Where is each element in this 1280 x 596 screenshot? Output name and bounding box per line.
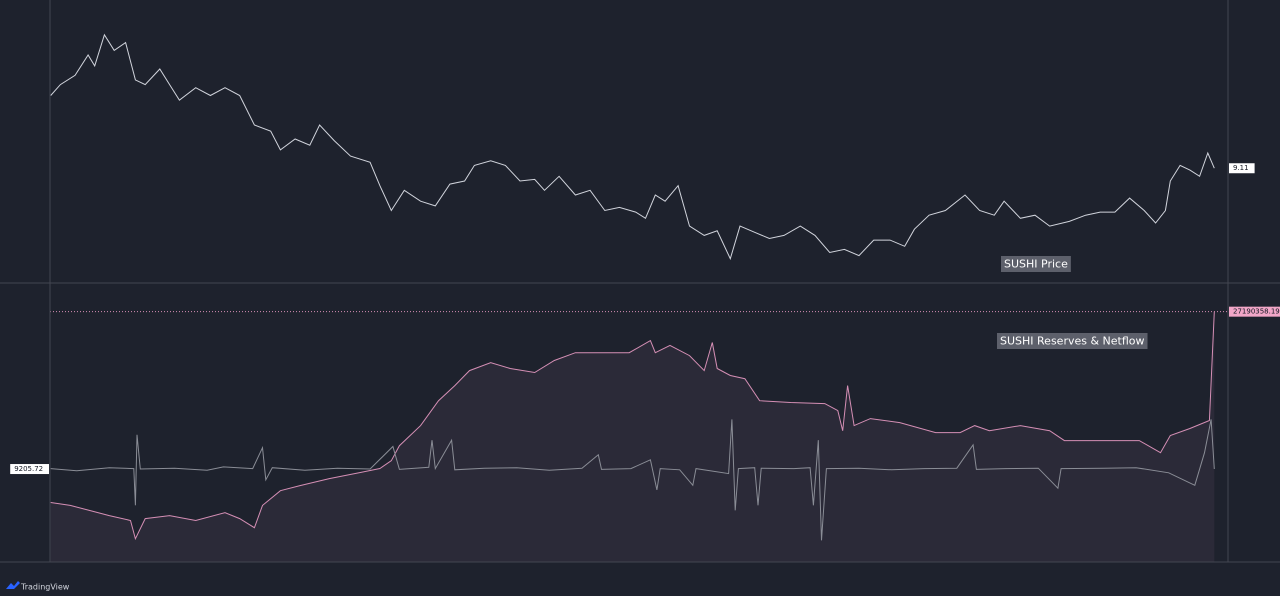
annotation-box [997,333,1148,349]
line [50,419,1215,541]
annotation-box [1001,256,1071,272]
line [50,311,1215,541]
annotation: SUSHI Price [1004,258,1068,271]
line [50,33,1215,261]
brand-name: TradingView [20,583,70,592]
last-value-label: 27190358.19 [1233,308,1280,316]
last-value-label: 9205.72 [14,465,43,473]
annotation: SUSHI Reserves & Netflow [1000,335,1145,348]
brand-icon [6,581,20,589]
labels: 9.11 SUSHI Price 27190358.19 9205.72 SUSHI R… [10,163,1280,475]
last-value-box [1229,306,1280,317]
last-value-label: 9.11 [1233,164,1249,172]
area [50,311,1215,562]
last-value-box [1229,163,1255,174]
brand-logo[interactable]: TradingView [6,581,70,592]
marks [50,33,1228,562]
last-value-box [10,464,49,475]
